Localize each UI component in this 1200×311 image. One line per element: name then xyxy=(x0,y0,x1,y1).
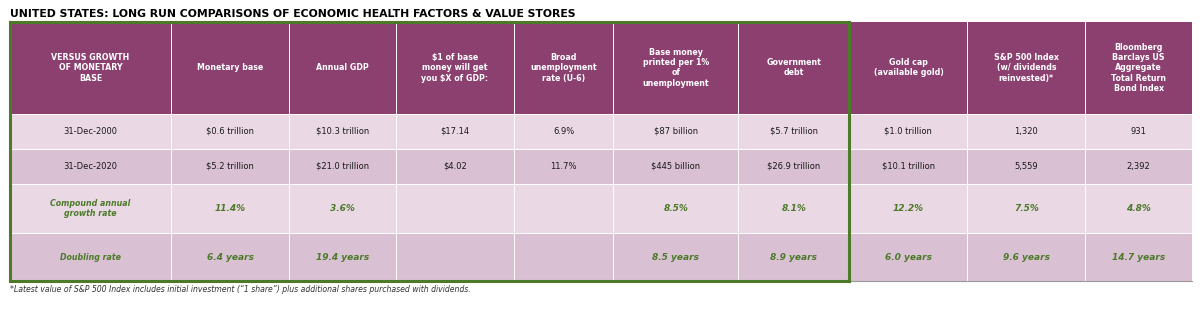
Bar xyxy=(396,114,514,149)
Bar xyxy=(1085,114,1192,149)
Bar xyxy=(172,149,289,184)
Bar xyxy=(738,233,850,281)
Text: 31-Dec-2000: 31-Dec-2000 xyxy=(64,127,118,136)
Text: 8.5%: 8.5% xyxy=(664,204,689,213)
Text: Gold cap
(available gold): Gold cap (available gold) xyxy=(874,58,943,77)
Bar xyxy=(396,149,514,184)
Bar xyxy=(850,184,967,233)
Text: VERSUS GROWTH
OF MONETARY
BASE: VERSUS GROWTH OF MONETARY BASE xyxy=(52,53,130,82)
Text: 6.0 years: 6.0 years xyxy=(884,253,932,262)
Text: Monetary base: Monetary base xyxy=(197,63,263,72)
Bar xyxy=(10,114,172,149)
Bar xyxy=(514,22,613,114)
Text: $445 billion: $445 billion xyxy=(652,162,701,171)
Text: $0.6 trillion: $0.6 trillion xyxy=(206,127,254,136)
Text: 5,559: 5,559 xyxy=(1014,162,1038,171)
Bar xyxy=(850,114,967,149)
Text: 12.2%: 12.2% xyxy=(893,204,924,213)
Bar xyxy=(850,149,967,184)
Text: 7.5%: 7.5% xyxy=(1014,204,1039,213)
Text: 8.9 years: 8.9 years xyxy=(770,253,817,262)
Bar xyxy=(738,22,850,114)
Text: 1,320: 1,320 xyxy=(1014,127,1038,136)
Bar xyxy=(396,184,514,233)
Text: 6.4 years: 6.4 years xyxy=(206,253,253,262)
Bar xyxy=(613,184,738,233)
Bar xyxy=(738,149,850,184)
Bar xyxy=(738,114,850,149)
Bar xyxy=(850,233,967,281)
Text: 14.7 years: 14.7 years xyxy=(1112,253,1165,262)
Text: $5.7 trillion: $5.7 trillion xyxy=(770,127,818,136)
Text: 11.7%: 11.7% xyxy=(551,162,577,171)
Text: 8.1%: 8.1% xyxy=(781,204,806,213)
Text: $10.3 trillion: $10.3 trillion xyxy=(316,127,368,136)
Bar xyxy=(738,184,850,233)
Bar xyxy=(514,233,613,281)
Text: 2,392: 2,392 xyxy=(1127,162,1151,171)
Bar xyxy=(514,149,613,184)
Text: $10.1 trillion: $10.1 trillion xyxy=(882,162,935,171)
Text: $87 billion: $87 billion xyxy=(654,127,698,136)
Bar xyxy=(1085,233,1192,281)
Bar xyxy=(289,233,396,281)
Bar xyxy=(289,149,396,184)
Bar xyxy=(289,22,396,114)
Bar xyxy=(967,114,1085,149)
Bar xyxy=(967,22,1085,114)
Text: $1 of base
money will get
you $X of GDP:: $1 of base money will get you $X of GDP: xyxy=(421,53,488,82)
Text: $1.0 trillion: $1.0 trillion xyxy=(884,127,932,136)
Bar xyxy=(967,184,1085,233)
Text: $26.9 trillion: $26.9 trillion xyxy=(767,162,821,171)
Bar xyxy=(289,114,396,149)
Bar xyxy=(613,114,738,149)
Text: Broad
unemployment
rate (U-6): Broad unemployment rate (U-6) xyxy=(530,53,596,82)
Text: 6.9%: 6.9% xyxy=(553,127,574,136)
Bar xyxy=(396,22,514,114)
Text: S&P 500 Index
(w/ dividends
reinvested)*: S&P 500 Index (w/ dividends reinvested)* xyxy=(994,53,1058,82)
Bar xyxy=(10,233,172,281)
Text: 19.4 years: 19.4 years xyxy=(316,253,368,262)
Bar xyxy=(10,22,172,114)
Bar xyxy=(289,184,396,233)
Bar xyxy=(967,233,1085,281)
Text: Bloomberg
Barclays US
Aggregate
Total Return
Bond Index: Bloomberg Barclays US Aggregate Total Re… xyxy=(1111,43,1166,93)
Bar xyxy=(613,22,738,114)
Bar xyxy=(1085,149,1192,184)
Bar xyxy=(613,233,738,281)
Text: 4.8%: 4.8% xyxy=(1127,204,1151,213)
Text: 931: 931 xyxy=(1130,127,1147,136)
Bar xyxy=(1085,184,1192,233)
Text: 11.4%: 11.4% xyxy=(215,204,246,213)
Bar xyxy=(514,184,613,233)
Text: 3.6%: 3.6% xyxy=(330,204,355,213)
Bar xyxy=(613,149,738,184)
Text: 8.5 years: 8.5 years xyxy=(653,253,700,262)
Text: Doubling rate: Doubling rate xyxy=(60,253,121,262)
Bar xyxy=(172,233,289,281)
Text: $21.0 trillion: $21.0 trillion xyxy=(316,162,368,171)
Text: Annual GDP: Annual GDP xyxy=(316,63,368,72)
Text: *Latest value of S&P 500 Index includes initial investment (“1 share”) plus addi: *Latest value of S&P 500 Index includes … xyxy=(10,285,470,294)
Bar xyxy=(1085,22,1192,114)
Text: UNITED STATES: LONG RUN COMPARISONS OF ECONOMIC HEALTH FACTORS & VALUE STORES: UNITED STATES: LONG RUN COMPARISONS OF E… xyxy=(10,9,576,19)
Text: 31-Dec-2020: 31-Dec-2020 xyxy=(64,162,118,171)
Bar xyxy=(10,184,172,233)
Bar xyxy=(967,149,1085,184)
Text: $5.2 trillion: $5.2 trillion xyxy=(206,162,254,171)
Bar xyxy=(514,114,613,149)
Text: Base money
printed per 1%
of
unemployment: Base money printed per 1% of unemploymen… xyxy=(642,49,709,88)
Text: 9.6 years: 9.6 years xyxy=(1003,253,1050,262)
Bar xyxy=(850,22,967,114)
Bar xyxy=(172,184,289,233)
Bar xyxy=(10,149,172,184)
Bar xyxy=(172,114,289,149)
Text: Government
debt: Government debt xyxy=(767,58,821,77)
Bar xyxy=(172,22,289,114)
Text: $17.14: $17.14 xyxy=(440,127,469,136)
Text: $4.02: $4.02 xyxy=(443,162,467,171)
Text: Compound annual
growth rate: Compound annual growth rate xyxy=(50,199,131,218)
Bar xyxy=(396,233,514,281)
